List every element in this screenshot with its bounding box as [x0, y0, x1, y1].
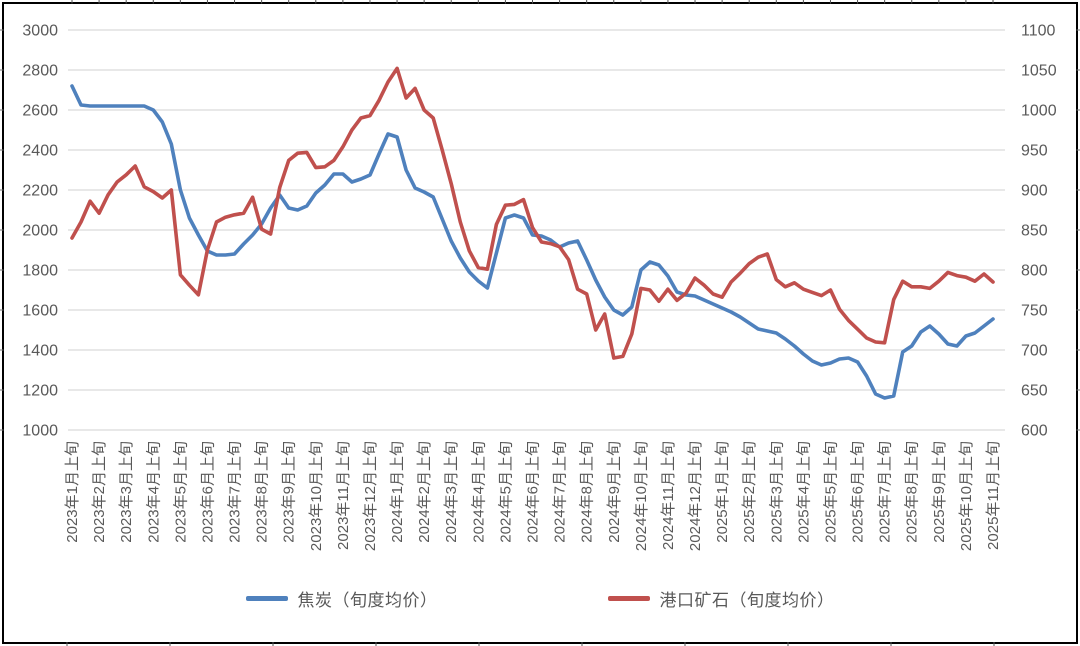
x-axis-tick-label: 2023年12月上旬	[362, 441, 379, 551]
legend-label-ore: 港口矿石（旬度均价）	[659, 590, 835, 610]
legend-item-ore: 港口矿石（旬度均价）	[607, 586, 835, 611]
x-axis-tick-label: 2023年9月上旬	[281, 441, 298, 543]
x-axis-tick-label: 2023年4月上旬	[145, 441, 162, 543]
x-axis-tick-label: 2023年2月上旬	[91, 441, 108, 543]
x-axis-tick-label: 2024年5月上旬	[497, 441, 514, 543]
legend-label-coke: 焦炭（旬度均价）	[297, 590, 438, 610]
x-axis-tick-label: 2025年11月上旬	[985, 441, 1002, 550]
left-axis-tick-label: 1000	[22, 423, 58, 440]
x-axis-tick-label: 2024年12月上旬	[687, 441, 704, 551]
left-axis-tick-label: 2200	[22, 183, 58, 200]
right-axis-tick-label: 1100	[1021, 23, 1056, 40]
left-axis-tick-label: 3000	[22, 23, 58, 40]
left-axis-tick-label: 2800	[22, 63, 58, 80]
legend-item-coke: 焦炭（旬度均价）	[245, 586, 438, 611]
x-axis-tick-label: 2024年6月上旬	[525, 441, 542, 543]
x-axis-tick-label: 2023年3月上旬	[118, 441, 135, 543]
right-axis-tick-label: 650	[1021, 383, 1048, 400]
x-axis-tick-label: 2023年10月上旬	[308, 441, 325, 551]
right-axis-tick-label: 750	[1021, 303, 1048, 320]
x-axis-tick-label: 2025年3月上旬	[768, 441, 785, 543]
x-axis-tick-label: 2025年6月上旬	[850, 441, 867, 543]
right-axis-tick-label: 950	[1021, 143, 1048, 160]
legend: 焦炭（旬度均价） 港口矿石（旬度均价）	[0, 583, 1080, 613]
left-axis-tick-label: 1400	[22, 343, 58, 360]
x-axis-tick-label: 2023年7月上旬	[227, 441, 244, 543]
x-axis-tick-label: 2024年9月上旬	[606, 441, 623, 543]
x-axis-tick-label: 2023年1月上旬	[64, 441, 81, 543]
right-axis-tick-label: 1050	[1021, 63, 1057, 80]
x-axis-tick-label: 2023年6月上旬	[199, 441, 216, 543]
right-axis-tick-label: 850	[1021, 223, 1048, 240]
x-axis-tick-label: 2025年2月上旬	[741, 441, 758, 543]
left-axis-tick-label: 2000	[22, 223, 58, 240]
x-axis-tick-label: 2024年1月上旬	[389, 441, 406, 543]
left-axis-tick-label: 1800	[22, 263, 58, 280]
x-axis-tick-label: 2024年3月上旬	[443, 441, 460, 543]
left-axis-tick-label: 1600	[22, 303, 58, 320]
x-axis-tick-label: 2023年11月上旬	[335, 441, 352, 550]
series-line-coke	[70, 84, 995, 400]
x-axis-tick-label: 2023年8月上旬	[254, 441, 271, 543]
x-axis-tick-label: 2024年8月上旬	[579, 441, 596, 543]
legend-swatch-ore-line	[607, 595, 650, 601]
left-axis-tick-label: 1200	[22, 383, 58, 400]
x-axis-tick-label: 2024年10月上旬	[633, 441, 650, 551]
right-axis-tick-label: 700	[1021, 343, 1048, 360]
x-axis-tick-label: 2025年5月上旬	[822, 441, 839, 543]
right-axis-tick-label: 1000	[1021, 103, 1057, 120]
right-axis-tick-label: 900	[1021, 183, 1048, 200]
x-axis-tick-label: 2025年7月上旬	[877, 441, 894, 543]
x-axis-tick-label: 2024年11月上旬	[660, 441, 677, 550]
x-axis-tick-label: 2023年5月上旬	[172, 441, 189, 543]
x-axis-tick-label: 2024年2月上旬	[416, 441, 433, 543]
right-axis-tick-label: 600	[1021, 423, 1048, 440]
x-axis-tick-label: 2025年10月上旬	[958, 441, 975, 551]
x-axis-tick-label: 2024年4月上旬	[470, 441, 487, 543]
left-axis-tick-label: 2600	[22, 103, 58, 120]
right-axis-tick-label: 800	[1021, 263, 1048, 280]
left-axis-tick-label: 2400	[22, 143, 58, 160]
legend-swatch-coke-line	[245, 595, 288, 601]
x-axis-tick-label: 2025年9月上旬	[931, 441, 948, 543]
series-line-ore	[70, 66, 995, 360]
x-axis-tick-label: 2025年4月上旬	[795, 441, 812, 543]
x-axis-tick-label: 2024年7月上旬	[552, 441, 569, 543]
x-axis-tick-label: 2025年8月上旬	[904, 441, 921, 543]
x-axis-tick-label: 2025年1月上旬	[714, 441, 731, 543]
